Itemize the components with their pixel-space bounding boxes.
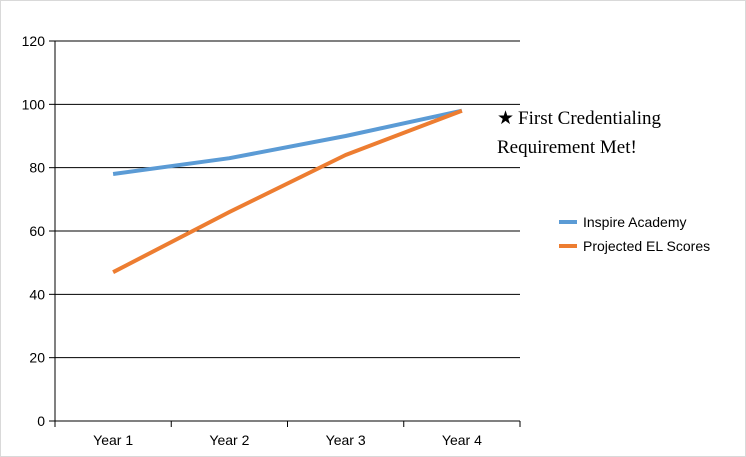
- y-tick-label-60: 60: [29, 223, 45, 239]
- x-tick-label-2: Year 2: [209, 432, 249, 448]
- series-line-2: [112, 108, 463, 274]
- x-tick-label-1: Year 1: [93, 432, 133, 448]
- y-tick-label-120: 120: [22, 33, 46, 49]
- x-tick-label-3: Year 3: [326, 432, 366, 448]
- y-tick-label-20: 20: [29, 350, 45, 366]
- x-tick-label-4: Year 4: [442, 432, 482, 448]
- annotation-line-1: First Credentialing: [518, 108, 662, 129]
- legend-label-1: Inspire Academy: [583, 214, 687, 230]
- legend-label-2: Projected EL Scores: [583, 238, 710, 254]
- annotation-line-2: Requirement Met!: [497, 137, 637, 158]
- star-icon: ★: [497, 108, 515, 129]
- series-line-1: [112, 108, 463, 176]
- y-tick-label-100: 100: [22, 96, 46, 112]
- y-tick-label-80: 80: [29, 160, 45, 176]
- y-tick-label-40: 40: [29, 286, 45, 302]
- annotation-note: ★ First Credentialing Requirement Met!: [497, 104, 727, 162]
- y-tick-label-0: 0: [37, 413, 45, 429]
